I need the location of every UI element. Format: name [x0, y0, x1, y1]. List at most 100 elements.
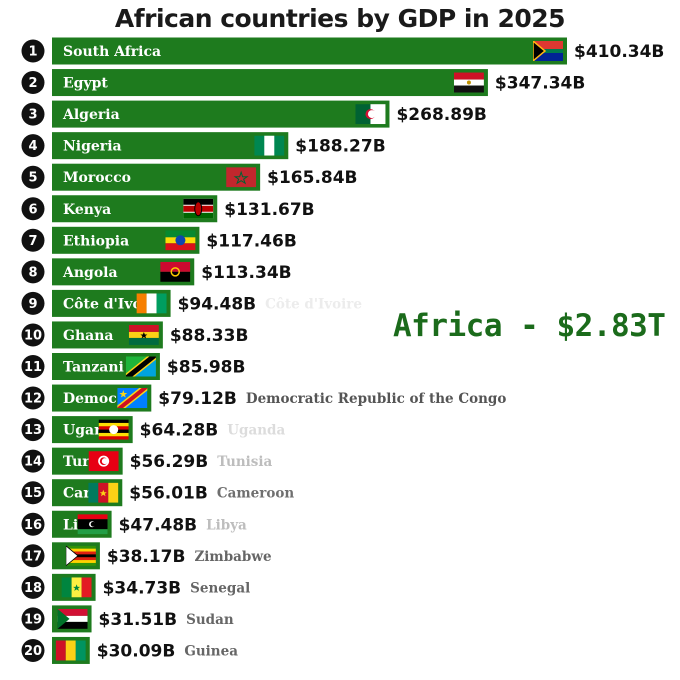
- bar-row: 9 Côte d'Ivo $94.48B Côte d'Ivoire: [21, 289, 362, 317]
- rank-number: 5: [28, 171, 37, 186]
- rank-number: 9: [28, 297, 37, 312]
- bar-row: 6 Kenya $131.67B: [21, 195, 315, 223]
- rank-badge: [21, 355, 45, 378]
- rank-number: 11: [24, 360, 42, 375]
- bar-row: 5 Morocco $165.84B: [21, 163, 358, 191]
- country-name-label: Guinea: [184, 643, 238, 659]
- flag-kenya-icon: [183, 198, 214, 219]
- value-label: $88.33B: [170, 326, 249, 346]
- value-label: $79.12B: [158, 389, 237, 409]
- rank-badge: [21, 228, 45, 252]
- flag-zimbabwe-icon: [65, 545, 96, 566]
- flag-algeria-icon: [355, 104, 386, 125]
- country-name-label: Senegal: [190, 580, 250, 596]
- value-label: $38.17B: [107, 547, 186, 567]
- value-label: $56.29B: [130, 452, 209, 472]
- country-name-label: Sudan: [186, 612, 234, 628]
- rank-number: 13: [24, 423, 42, 438]
- bar-row: 19 $31.51B Sudan: [21, 605, 234, 633]
- bar-country-label: Tanzani: [63, 360, 124, 376]
- rank-badge: [21, 71, 45, 95]
- value-label: $94.48B: [178, 294, 257, 314]
- rank-badge: [21, 197, 45, 221]
- value-label: $131.67B: [224, 200, 314, 220]
- africa-total-annotation: Africa - $2.83T: [393, 308, 666, 344]
- rank-number: 6: [28, 202, 37, 217]
- bar-country-label: Nigeria: [63, 139, 122, 155]
- bar-country-label: Tur: [63, 454, 90, 470]
- bar-country-label: Kenya: [63, 202, 111, 218]
- flag-egypt-icon: [453, 72, 484, 93]
- rank-badge: [21, 544, 45, 568]
- country-name-label: Zimbabwe: [194, 549, 271, 565]
- rank-number: 19: [24, 612, 42, 627]
- flag-angola-icon: [160, 261, 191, 282]
- bar: [52, 37, 567, 65]
- bar-row: 8 Angola $113.34B: [21, 258, 292, 286]
- bar-country-label: South Africa: [63, 44, 161, 60]
- country-name-label: Cameroon: [217, 486, 294, 502]
- value-label: $188.27B: [295, 137, 385, 157]
- value-label: $268.89B: [396, 105, 486, 125]
- bar-row: 11 Tanzani $85.98B: [21, 353, 245, 380]
- rank-badge: [21, 449, 45, 473]
- value-label: $64.28B: [140, 421, 219, 441]
- bar-country-label: Côte d'Ivo: [63, 296, 142, 312]
- bar: [52, 100, 390, 128]
- value-label: $56.01B: [129, 484, 208, 504]
- flag-tanzania-icon: [125, 356, 156, 377]
- value-label: $165.84B: [267, 168, 357, 188]
- country-name-label: Uganda: [227, 423, 285, 439]
- flag-sudan-icon: [57, 608, 88, 629]
- rank-number: 1: [28, 45, 37, 60]
- bar: [52, 132, 289, 160]
- bar-row: 18 $34.73B Senegal: [21, 573, 250, 601]
- bar-row: 7 Ethiopia $117.46B: [21, 226, 297, 254]
- bar-country-label: Morocco: [63, 170, 131, 186]
- rank-number: 3: [28, 108, 37, 123]
- bar-row: 12 Democ $79.12B Democratic Republic of the…: [21, 384, 507, 412]
- bar: [52, 163, 261, 191]
- bar-row: 2 Egypt $347.34B: [21, 69, 585, 97]
- flag-nigeria-icon: [254, 135, 285, 156]
- rank-number: 12: [24, 392, 42, 407]
- flag-cameroon-icon: [88, 482, 119, 503]
- bar-row: 15 Car $56.01B Cameroon: [21, 479, 294, 507]
- rank-badge: [21, 481, 45, 505]
- flag-tunisia-icon: [88, 451, 119, 472]
- value-label: $34.73B: [103, 578, 182, 598]
- rank-number: 2: [28, 76, 37, 91]
- rank-number: 17: [24, 549, 42, 564]
- rank-badge: [21, 291, 45, 315]
- flag-uganda-icon: [98, 419, 129, 440]
- rank-badge: [21, 165, 45, 189]
- flag-ghana-icon: [128, 324, 159, 345]
- bar-country-label: Car: [63, 486, 91, 502]
- flag-ethiopia-icon: [165, 230, 196, 251]
- country-name-label: Tunisia: [217, 454, 272, 470]
- rank-number: 16: [24, 518, 42, 533]
- value-label: $410.34B: [574, 42, 664, 62]
- rank-number: 4: [28, 139, 37, 154]
- bar-row: 13 Ugar $64.28B Uganda: [21, 416, 285, 444]
- rank-number: 7: [28, 234, 37, 249]
- bar-row: 10 Ghana $88.33B: [21, 321, 249, 349]
- flag-dr-congo-icon: [117, 388, 148, 409]
- bar-country-label: Ethiopia: [63, 233, 129, 249]
- value-label: $30.09B: [97, 641, 176, 661]
- bar-row: 16 Li $47.48B Libya: [21, 510, 247, 538]
- rank-badge: [21, 323, 45, 347]
- bar-country-label: Democ: [63, 391, 117, 407]
- value-label: $113.34B: [201, 263, 291, 283]
- rank-badge: [21, 260, 45, 284]
- flag-libya-icon: [77, 514, 108, 535]
- rank-badge: [21, 607, 45, 631]
- flag-south-africa-icon: [533, 41, 563, 61]
- rank-number: 14: [24, 455, 42, 470]
- bar: [52, 69, 488, 97]
- country-name-label: Democratic Republic of the Congo: [246, 391, 507, 407]
- rank-badge: [21, 418, 45, 442]
- value-label: $117.46B: [206, 231, 296, 251]
- rank-badge: [21, 39, 45, 63]
